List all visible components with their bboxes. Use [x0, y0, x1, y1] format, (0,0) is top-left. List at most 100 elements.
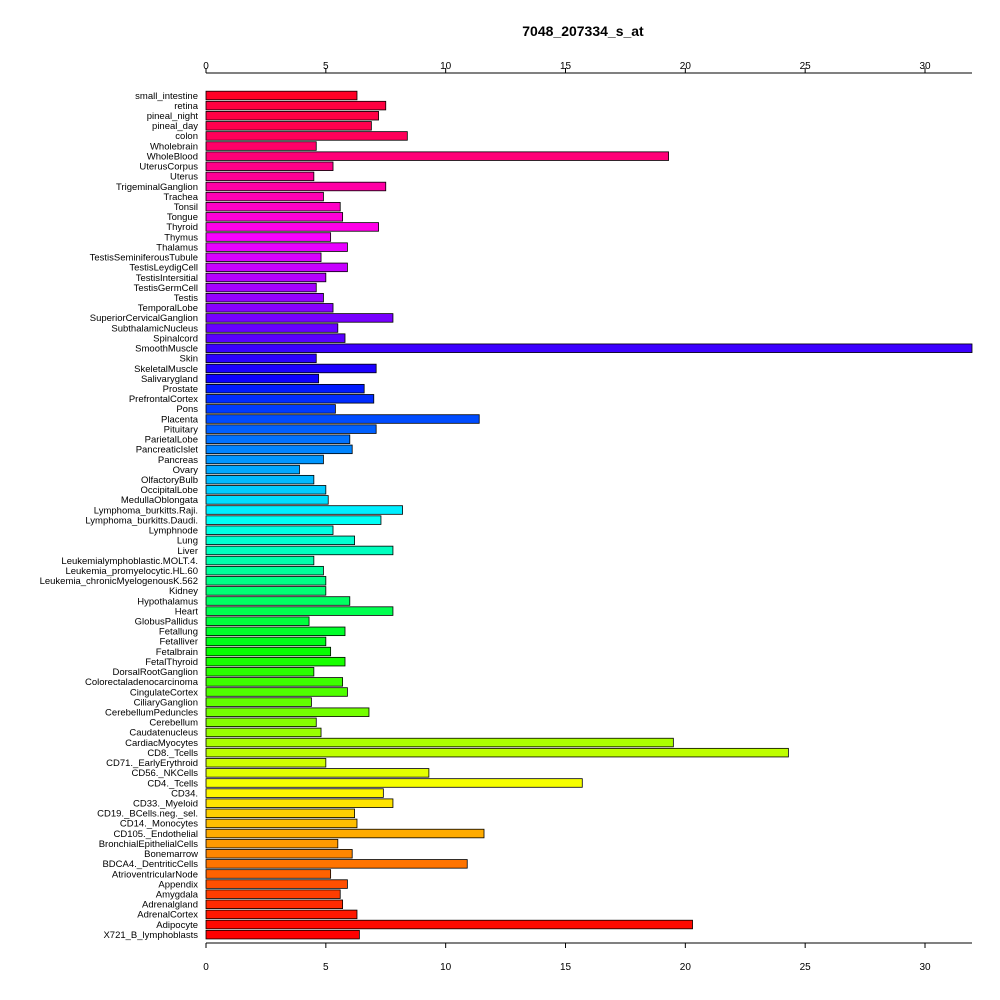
bar: [205, 262, 348, 273]
chart-title: 7048_207334_s_at: [522, 23, 644, 39]
category-label: Cerebellum: [149, 718, 198, 729]
bar: [205, 232, 332, 242]
tick-label: 0: [203, 962, 209, 973]
bar: [205, 747, 789, 758]
bar: [205, 707, 370, 717]
bar: [205, 758, 327, 768]
bar: [205, 565, 324, 576]
bar: [205, 424, 377, 434]
category-label: TestisLeydigCell: [129, 263, 198, 274]
bar: [205, 859, 468, 869]
bar: [205, 555, 315, 566]
bar: [205, 161, 334, 171]
bar: [205, 727, 322, 738]
bar: [205, 474, 315, 485]
bar: [205, 535, 355, 546]
tick-label: 15: [560, 962, 572, 973]
category-label: CD8._Tcells: [147, 748, 198, 759]
bar: [205, 383, 365, 394]
category-label: Adipocyte: [156, 920, 198, 931]
category-label: CD33._Myeloid: [133, 799, 198, 810]
bar: [205, 363, 377, 374]
bar: [205, 596, 351, 606]
category-label: CD105._Endothelial: [113, 829, 198, 840]
bar: [205, 414, 480, 424]
bar: [205, 838, 339, 849]
tick-label: 30: [919, 61, 931, 72]
category-label: CiliaryGanglion: [134, 697, 198, 708]
category-label: UterusCorpus: [139, 162, 198, 173]
category-label: pineal_night: [147, 111, 199, 122]
category-label: WholeBlood: [147, 151, 198, 162]
tick-label: 0: [203, 61, 209, 72]
category-label: Uterus: [170, 172, 198, 183]
category-label: colon: [175, 131, 198, 142]
bar: [205, 737, 674, 748]
bar: [205, 788, 384, 798]
bar: [205, 313, 394, 323]
bar: [205, 515, 382, 525]
category-label: Prostate: [163, 384, 198, 395]
category-label: Pons: [176, 404, 198, 415]
category-label: AtrioventricularNode: [112, 869, 198, 880]
bar: [205, 606, 394, 616]
category-label: Spinalcord: [153, 333, 198, 344]
tick-label: 25: [800, 61, 812, 72]
top-x-axis: 0 5 10 15 20 25 30: [203, 61, 972, 74]
category-label: Lung: [177, 536, 198, 547]
bottom-x-axis: 0 5 10 15 20 25 30: [203, 942, 972, 973]
tick-label: 5: [323, 61, 329, 72]
category-label: Ovary: [173, 465, 199, 476]
bar: [205, 464, 300, 475]
category-label: Lymphoma_burkitts.Raji.: [94, 505, 198, 516]
category-label: pineal_day: [152, 121, 198, 132]
tick-label: 10: [440, 962, 452, 973]
category-label: TrigeminalGanglion: [116, 182, 198, 193]
category-label: Hypothalamus: [137, 596, 198, 607]
bar: [205, 292, 324, 303]
category-label: CD34.: [171, 788, 198, 799]
bar: [205, 646, 332, 657]
category-label: SubthalamicNucleus: [111, 323, 198, 334]
category-label: TemporalLobe: [138, 303, 198, 314]
category-label: Fetallung: [159, 627, 198, 638]
bar: [205, 121, 372, 131]
category-label: Liver: [177, 546, 198, 557]
bar: [205, 505, 403, 515]
category-label: Lymphnode: [149, 526, 198, 537]
category-label: AdrenalCortex: [137, 910, 198, 921]
tick-label: 10: [440, 61, 452, 72]
bar: [205, 576, 327, 586]
category-label: CerebellumPeduncles: [105, 708, 198, 719]
bar: [205, 202, 341, 212]
bar: [205, 171, 315, 182]
category-label: Appendix: [158, 879, 198, 890]
bar: [205, 929, 360, 940]
bar: [205, 616, 310, 626]
bar: [205, 151, 669, 161]
category-label: Caudatenucleus: [129, 728, 198, 739]
category-label: Placenta: [161, 414, 199, 425]
bar: [205, 353, 317, 364]
category-label: Skin: [180, 354, 198, 365]
category-label: ParietalLobe: [145, 435, 198, 446]
bar: [205, 222, 379, 232]
bar: [205, 485, 327, 495]
category-label: Pituitary: [164, 424, 199, 435]
category-label: BDCA4._DentriticCells: [102, 859, 198, 870]
tick-label: 5: [323, 962, 329, 973]
category-label: Adrenalgland: [142, 900, 198, 911]
category-label: Thalamus: [156, 242, 198, 253]
bar: [205, 768, 430, 778]
category-label: TestisSeminiferousTubule: [90, 253, 198, 264]
bar: [205, 394, 375, 404]
bar: [205, 242, 348, 252]
bar: [205, 525, 334, 535]
tick-label: 15: [560, 61, 572, 72]
bar: [205, 849, 353, 859]
bar: [205, 879, 348, 889]
category-label: Fetalliver: [159, 637, 198, 648]
category-label: BronchialEpithelialCells: [99, 839, 199, 850]
tick-label: 30: [919, 962, 931, 973]
bar: [205, 90, 358, 101]
